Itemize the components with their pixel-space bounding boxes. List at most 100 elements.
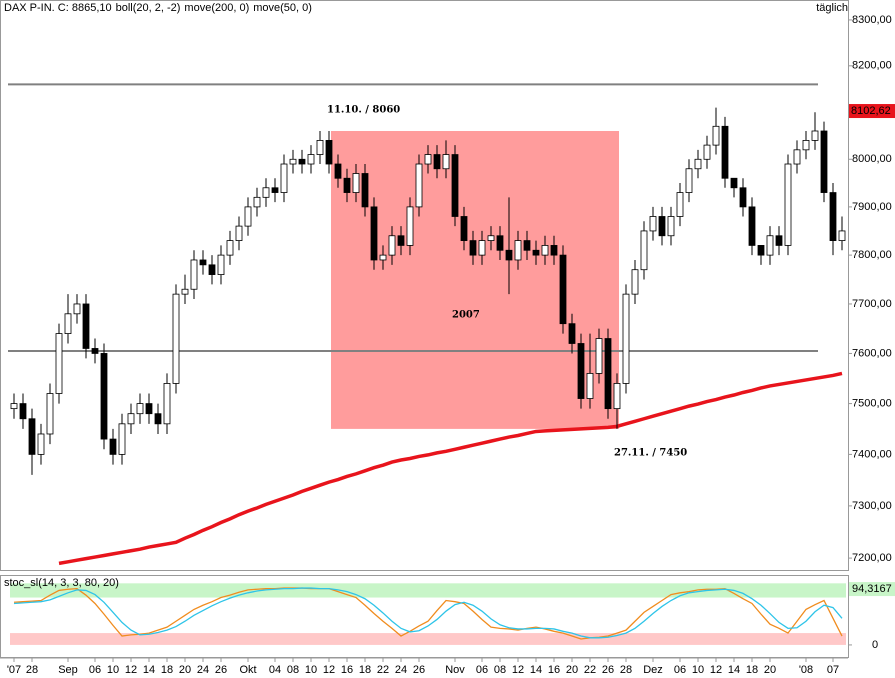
highlight-box [331,130,619,429]
candle-body [361,173,369,208]
candle-body [91,348,99,354]
x-tick-label: 28 [26,664,38,676]
candle-body [37,433,45,455]
moving-average [58,371,843,566]
candle-body [262,187,270,198]
x-tick-label: 14 [530,664,542,676]
candle-body [748,206,756,246]
candle-body [532,249,540,256]
annotation: 11.10. / 8060 [327,105,400,116]
x-tick-label: 22 [584,664,596,676]
candle-body [334,163,342,179]
candle-body [478,240,486,256]
candle-body [721,125,729,179]
candle-body [712,125,720,146]
candle-body [172,293,180,384]
candle-body [253,196,261,208]
candle-body [694,158,702,170]
candle-body [298,158,306,165]
x-tick-label: 18 [161,664,173,676]
candle-body [586,373,594,399]
candle-body [127,413,135,425]
candle-body [352,173,360,193]
x-tick-label: 07 [827,664,839,676]
x-tick-label: Sep [58,664,78,676]
x-tick-label: 10 [692,664,704,676]
x-tick-label: 08 [287,664,299,676]
x-tick-label: 18 [359,664,371,676]
x-tick-label: 06 [89,664,101,676]
x-tick-label: 04 [269,664,281,676]
candle-body [289,158,297,165]
candle-body [73,303,81,315]
candle-body [244,206,252,227]
x-tick-label: 26 [413,664,425,676]
x-tick-label: 20 [179,664,191,676]
x-tick-label: 06 [674,664,686,676]
period-label: täglich [816,2,848,14]
x-tick-label: 26 [602,664,614,676]
candle-body [829,192,837,241]
candle-body [10,403,18,410]
x-tick-label: 18 [746,664,758,676]
candle-body [775,235,783,246]
x-tick-label: 28 [620,664,632,676]
y-tick-label: 7700,00 [852,298,892,310]
candle-body [397,235,405,246]
x-tick-label: 22 [377,664,389,676]
candle-body [577,343,585,399]
x-tick-label: 12 [710,664,722,676]
candle-body [199,259,207,266]
candle-body [568,323,576,344]
candle-body [388,235,396,256]
stoch-line [13,587,843,640]
x-tick-label: 06 [476,664,488,676]
header-text: DAX P-IN. C: 8865,10 [4,2,112,14]
candle-body [613,383,621,410]
x-tick-label: 16 [341,664,353,676]
y-tick-label: 8300,00 [852,14,892,26]
x-tick-label: 14 [728,664,740,676]
candle-body [379,254,387,261]
candle-body [469,240,477,256]
header-text: move(50, 0) [253,2,312,14]
x-tick-label: '08 [799,664,813,676]
candle-body [82,303,90,349]
candle-body [667,216,675,237]
candle-body [109,438,117,455]
candle-body [406,206,414,246]
header-text: move(200, 0) [184,2,249,14]
candle-body [703,144,711,160]
candle-body [739,187,747,208]
x-tick-label: Okt [239,664,256,676]
candle-body [415,163,423,208]
annotation: 27.11. / 7450 [614,448,687,459]
candle-body [496,235,504,251]
y-tick-label: 7600,00 [852,347,892,359]
candle-body [442,154,450,170]
candle-body [460,216,468,241]
candle-body [640,230,648,271]
x-tick-label: 26 [215,664,227,676]
y-tick-label: 7500,00 [852,397,892,409]
candle-body [370,206,378,261]
candle-body [280,163,288,193]
candle-body [811,130,819,141]
candle-body [802,140,810,151]
candle-body [208,264,216,275]
x-tick-label: 12 [125,664,137,676]
candle-body [793,149,801,165]
stoch-line [13,587,843,639]
x-tick-label: 24 [395,664,407,676]
candle-body [784,163,792,246]
candle-body [145,403,153,415]
x-tick-label: '07 [7,664,21,676]
x-tick-label: 20 [764,664,776,676]
x-tick-label: Dez [643,664,663,676]
x-tick-label: 12 [323,664,335,676]
candle-body [28,418,36,455]
candle-body [433,154,441,170]
candle-body [766,235,774,256]
x-tick-label: 08 [494,664,506,676]
